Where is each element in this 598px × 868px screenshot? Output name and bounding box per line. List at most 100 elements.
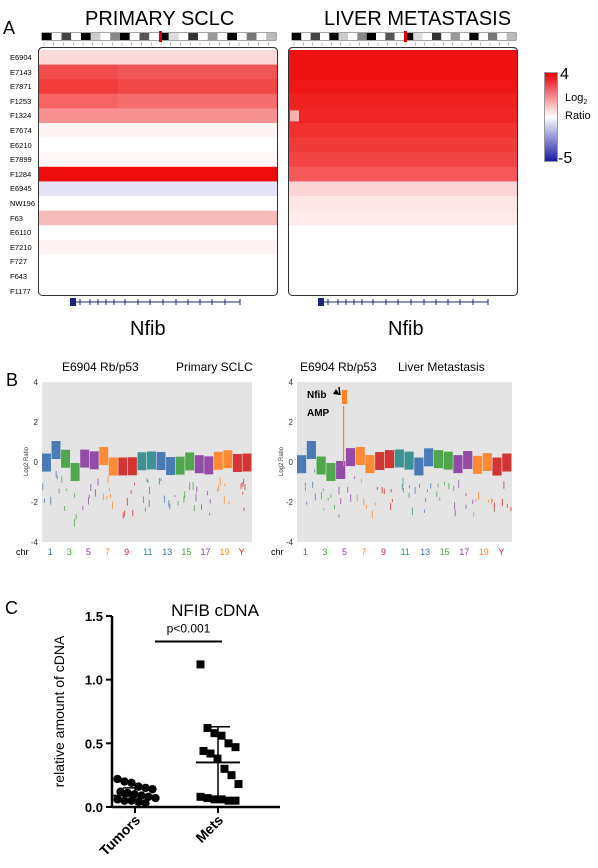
cnv-outlier <box>130 490 132 494</box>
ideogram-band <box>469 33 479 40</box>
cnv-outlier <box>333 505 335 510</box>
cnv-segment <box>472 455 483 474</box>
cnv-outlier <box>330 494 332 498</box>
heatmap-row <box>39 196 277 211</box>
cnv-segment <box>175 456 185 475</box>
heatmap-row <box>289 181 517 197</box>
cnv-outlier <box>490 498 492 505</box>
heatmap-row <box>39 79 277 95</box>
cnv-outlier <box>475 498 477 502</box>
ideogram-band <box>404 33 414 40</box>
cnv-outlier <box>107 475 109 483</box>
ideogram-band <box>432 33 442 40</box>
cnv-outlier <box>487 499 489 503</box>
ideogram-band <box>413 33 423 40</box>
ideogram-band <box>320 33 330 40</box>
panel-label-c: C <box>5 598 18 618</box>
sample-label: E6110 <box>10 228 32 238</box>
ideogram-band <box>188 33 198 40</box>
heatmap-row <box>289 196 517 211</box>
cnv-segment <box>80 449 90 468</box>
cnv-outlier <box>177 500 179 506</box>
ideogram-band <box>366 33 376 40</box>
ideogram-band <box>488 33 498 40</box>
cnv-outlier <box>323 508 325 511</box>
met-point <box>210 795 219 804</box>
cnv-outlier <box>209 512 211 516</box>
cnv-outlier <box>503 481 505 489</box>
cnv-outlier <box>338 514 340 518</box>
cnv-segment <box>404 451 414 470</box>
cnv-outlier <box>88 497 90 505</box>
cnv-outlier <box>244 484 246 490</box>
legend-log-label: Log2 <box>565 92 587 106</box>
cnv-segment <box>194 455 204 474</box>
cnv-outlier <box>327 497 329 501</box>
met-point <box>217 731 226 740</box>
cnv-outlier <box>465 504 467 509</box>
cnv-segment <box>453 455 463 474</box>
amp-arrow <box>338 386 341 396</box>
y-tick-label: -2 <box>31 498 39 507</box>
cnv-outlier <box>94 489 96 497</box>
cnv-outlier <box>492 499 494 502</box>
legend-max: 4 <box>560 66 569 83</box>
cnv-outlier <box>478 492 480 500</box>
b-left-sample: E6904 Rb/p53 <box>62 360 139 374</box>
cnv-outlier <box>193 505 195 512</box>
chart-title: NFIB cDNA <box>171 601 260 620</box>
cnv-outlier <box>184 491 186 499</box>
cnv-outlier <box>109 493 111 499</box>
ideogram-band <box>256 33 267 40</box>
legend-ratio-label: Ratio <box>565 110 591 122</box>
heatmap-row <box>39 152 277 168</box>
ideogram-band <box>310 33 320 40</box>
cnv-segment <box>223 450 233 469</box>
b-right-sample: E6904 Rb/p53 <box>300 360 377 374</box>
cnv-outlier <box>314 469 316 473</box>
chromosome-label: 7 <box>105 547 110 557</box>
cnv-outlier <box>493 502 495 507</box>
chr-axis-label: chr <box>16 547 29 557</box>
ideogram-band <box>376 33 386 40</box>
ideogram-band <box>357 33 367 40</box>
ideogram-band <box>168 33 179 40</box>
log-ratio-colorbar <box>544 72 558 162</box>
ideogram-band <box>385 33 395 40</box>
heatmap-border <box>38 47 278 296</box>
ideogram-band <box>217 33 228 40</box>
tumor-point <box>113 774 122 784</box>
cnv-outlier <box>363 498 365 506</box>
chromosome-label: 1 <box>48 547 53 557</box>
cnv-segment <box>166 457 176 476</box>
y-tick-label: 4 <box>34 378 39 387</box>
ideogram-band <box>207 33 218 40</box>
chromosome-label: 9 <box>124 547 129 557</box>
cnv-outlier <box>391 499 393 503</box>
cnv-segment <box>316 456 326 475</box>
cnv-outlier <box>73 519 75 527</box>
legend-log-main: Log <box>565 92 584 104</box>
cnv-outlier <box>219 477 221 486</box>
cnv-outlier <box>228 501 230 505</box>
sample-label: E7210 <box>10 242 32 252</box>
cnv-outlier <box>426 489 428 492</box>
tumor-point <box>134 782 143 791</box>
met-point <box>203 724 212 733</box>
cnv-outlier <box>174 495 176 498</box>
cnv-segment <box>443 451 453 470</box>
ideogram-band <box>478 33 488 40</box>
primary-sclc-title: PRIMARY SCLC <box>85 8 235 30</box>
ideogram-band <box>110 33 120 40</box>
chromosome-label: 1 <box>303 547 308 557</box>
tumor-point <box>127 778 136 788</box>
heatmap-row <box>39 210 277 226</box>
met-point <box>224 739 233 748</box>
cnv-outlier <box>196 486 198 493</box>
cnv-outlier <box>506 504 508 508</box>
cnv-outlier <box>75 514 77 520</box>
cnv-outlier <box>168 500 170 507</box>
cnv-outlier <box>436 491 438 497</box>
met-point <box>206 749 215 758</box>
